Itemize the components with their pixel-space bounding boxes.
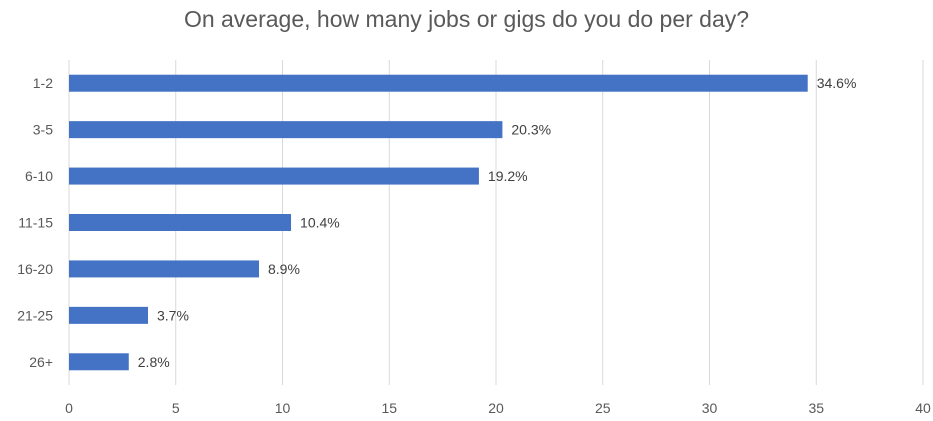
data-label-3-5: 20.3% bbox=[511, 122, 551, 138]
category-label-3-5: 3-5 bbox=[33, 122, 53, 138]
data-label-1-2: 34.6% bbox=[817, 75, 857, 91]
category-label-11-15: 11-15 bbox=[18, 215, 53, 231]
x-tick-label-2: 10 bbox=[275, 400, 291, 416]
x-tick-label-4: 20 bbox=[488, 400, 504, 416]
category-label-6-10: 6-10 bbox=[25, 168, 53, 184]
data-label-11-15: 10.4% bbox=[300, 215, 340, 231]
data-label-26+: 2.8% bbox=[138, 354, 170, 370]
category-label-16-20: 16-20 bbox=[17, 261, 53, 277]
x-tick-label-1: 5 bbox=[172, 400, 180, 416]
data-label-16-20: 8.9% bbox=[268, 261, 300, 277]
bar-1-2 bbox=[69, 74, 808, 92]
bar-11-15 bbox=[69, 214, 292, 231]
x-tick-label-6: 30 bbox=[702, 400, 718, 416]
category-label-1-2: 1-2 bbox=[33, 75, 53, 91]
bar-3-5 bbox=[69, 121, 503, 139]
data-label-21-25: 3.7% bbox=[157, 307, 189, 323]
data-label-6-10: 19.2% bbox=[488, 168, 528, 184]
x-tick-label-8: 40 bbox=[915, 400, 931, 416]
category-label-21-25: 21-25 bbox=[17, 307, 53, 323]
bar-16-20 bbox=[69, 260, 260, 278]
x-tick-label-0: 0 bbox=[65, 400, 73, 416]
x-tick-label-3: 15 bbox=[381, 400, 397, 416]
x-tick-label-5: 25 bbox=[595, 400, 611, 416]
category-label-26+: 26+ bbox=[29, 354, 53, 370]
bar-21-25 bbox=[69, 306, 148, 324]
x-tick-label-7: 35 bbox=[808, 400, 824, 416]
chart-title: On average, how many jobs or gigs do you… bbox=[183, 6, 750, 32]
bar-26+ bbox=[69, 353, 129, 371]
bar-6-10 bbox=[69, 167, 479, 185]
